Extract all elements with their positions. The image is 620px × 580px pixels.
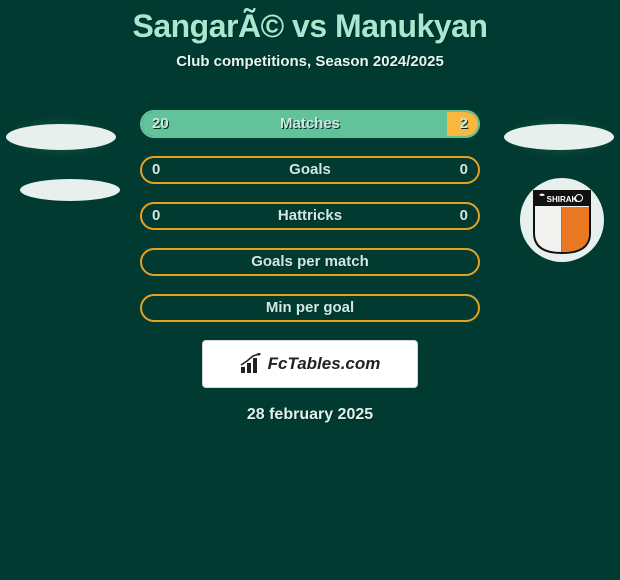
player-right-placeholder xyxy=(504,124,614,150)
stat-row-goals: Goals0 0 xyxy=(140,156,480,184)
stat-value-left: 0 xyxy=(152,204,160,228)
club-badge: SHIRAK xyxy=(520,178,604,262)
player-left-placeholder xyxy=(6,124,116,150)
stat-value-right: 2 xyxy=(460,112,468,136)
stat-label: Matches xyxy=(142,112,478,136)
watermark-text: FcTables.com xyxy=(268,354,381,374)
bar-chart-icon xyxy=(240,353,262,375)
watermark[interactable]: FcTables.com xyxy=(202,340,418,388)
stat-label: Hattricks xyxy=(142,204,478,228)
stat-label: Min per goal xyxy=(142,296,478,320)
svg-text:SHIRAK: SHIRAK xyxy=(547,195,578,204)
stats-panel: Matches202Goals00Hattricks00Goals per ma… xyxy=(140,110,480,322)
shirak-badge-icon: SHIRAK xyxy=(532,185,592,255)
stat-row-goals-per-match: Goals per match xyxy=(140,248,480,276)
stat-value-left: 20 xyxy=(152,112,169,136)
stat-value-right: 0 xyxy=(460,204,468,228)
page-subtitle: Club competitions, Season 2024/2025 xyxy=(0,53,620,70)
stat-label: Goals per match xyxy=(142,250,478,274)
page-title: SangarÃ© vs Manukyan xyxy=(0,0,620,45)
stat-value-right: 0 xyxy=(460,158,468,182)
player-left-placeholder-2 xyxy=(20,179,120,201)
stat-row-hattricks: Hattricks0 0 xyxy=(140,202,480,230)
stat-value-left: 0 xyxy=(152,158,160,182)
stat-label: Goals xyxy=(142,158,478,182)
date-text: 28 february 2025 xyxy=(0,406,620,424)
stat-row-min-per-goal: Min per goal xyxy=(140,294,480,322)
stat-row-matches: Matches20 2 xyxy=(140,110,480,138)
